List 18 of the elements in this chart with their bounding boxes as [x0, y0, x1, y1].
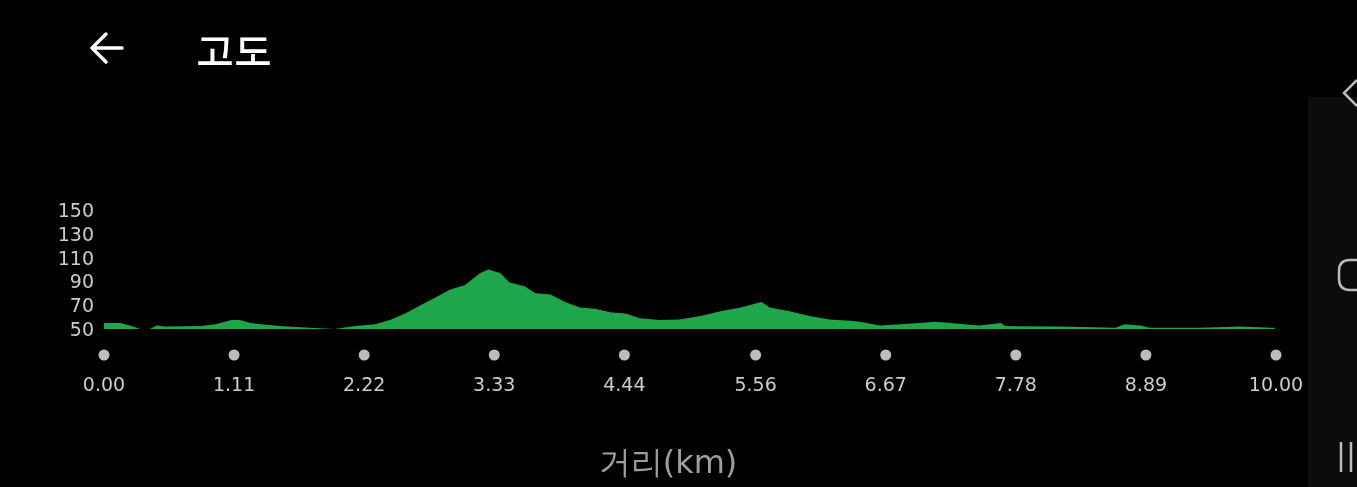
x-tick-label: 0.00: [82, 373, 126, 395]
y-tick-label: 110: [57, 246, 94, 269]
x-tick-label: 2.22: [343, 373, 386, 395]
x-tick-label: 1.11: [212, 373, 256, 395]
x-tick-label: 10.00: [1248, 373, 1304, 395]
chart-title: 고도: [196, 28, 272, 72]
y-tick-label: 130: [57, 222, 94, 245]
y-tick-label: 90: [69, 270, 94, 293]
x-tick-label: 8.89: [1124, 373, 1168, 395]
y-tick-label: 70: [69, 294, 94, 317]
x-tick-label: 6.67: [864, 373, 907, 395]
y-tick-label: 50: [69, 318, 94, 340]
x-tick-label: 7.78: [994, 373, 1037, 395]
x-tick-label: 3.33: [473, 373, 516, 395]
x-tick-label: 5.56: [734, 373, 777, 395]
x-tick-label: 4.44: [603, 373, 646, 395]
x-axis-title: 거리(km): [598, 443, 738, 481]
y-tick-label: 150: [57, 199, 94, 221]
